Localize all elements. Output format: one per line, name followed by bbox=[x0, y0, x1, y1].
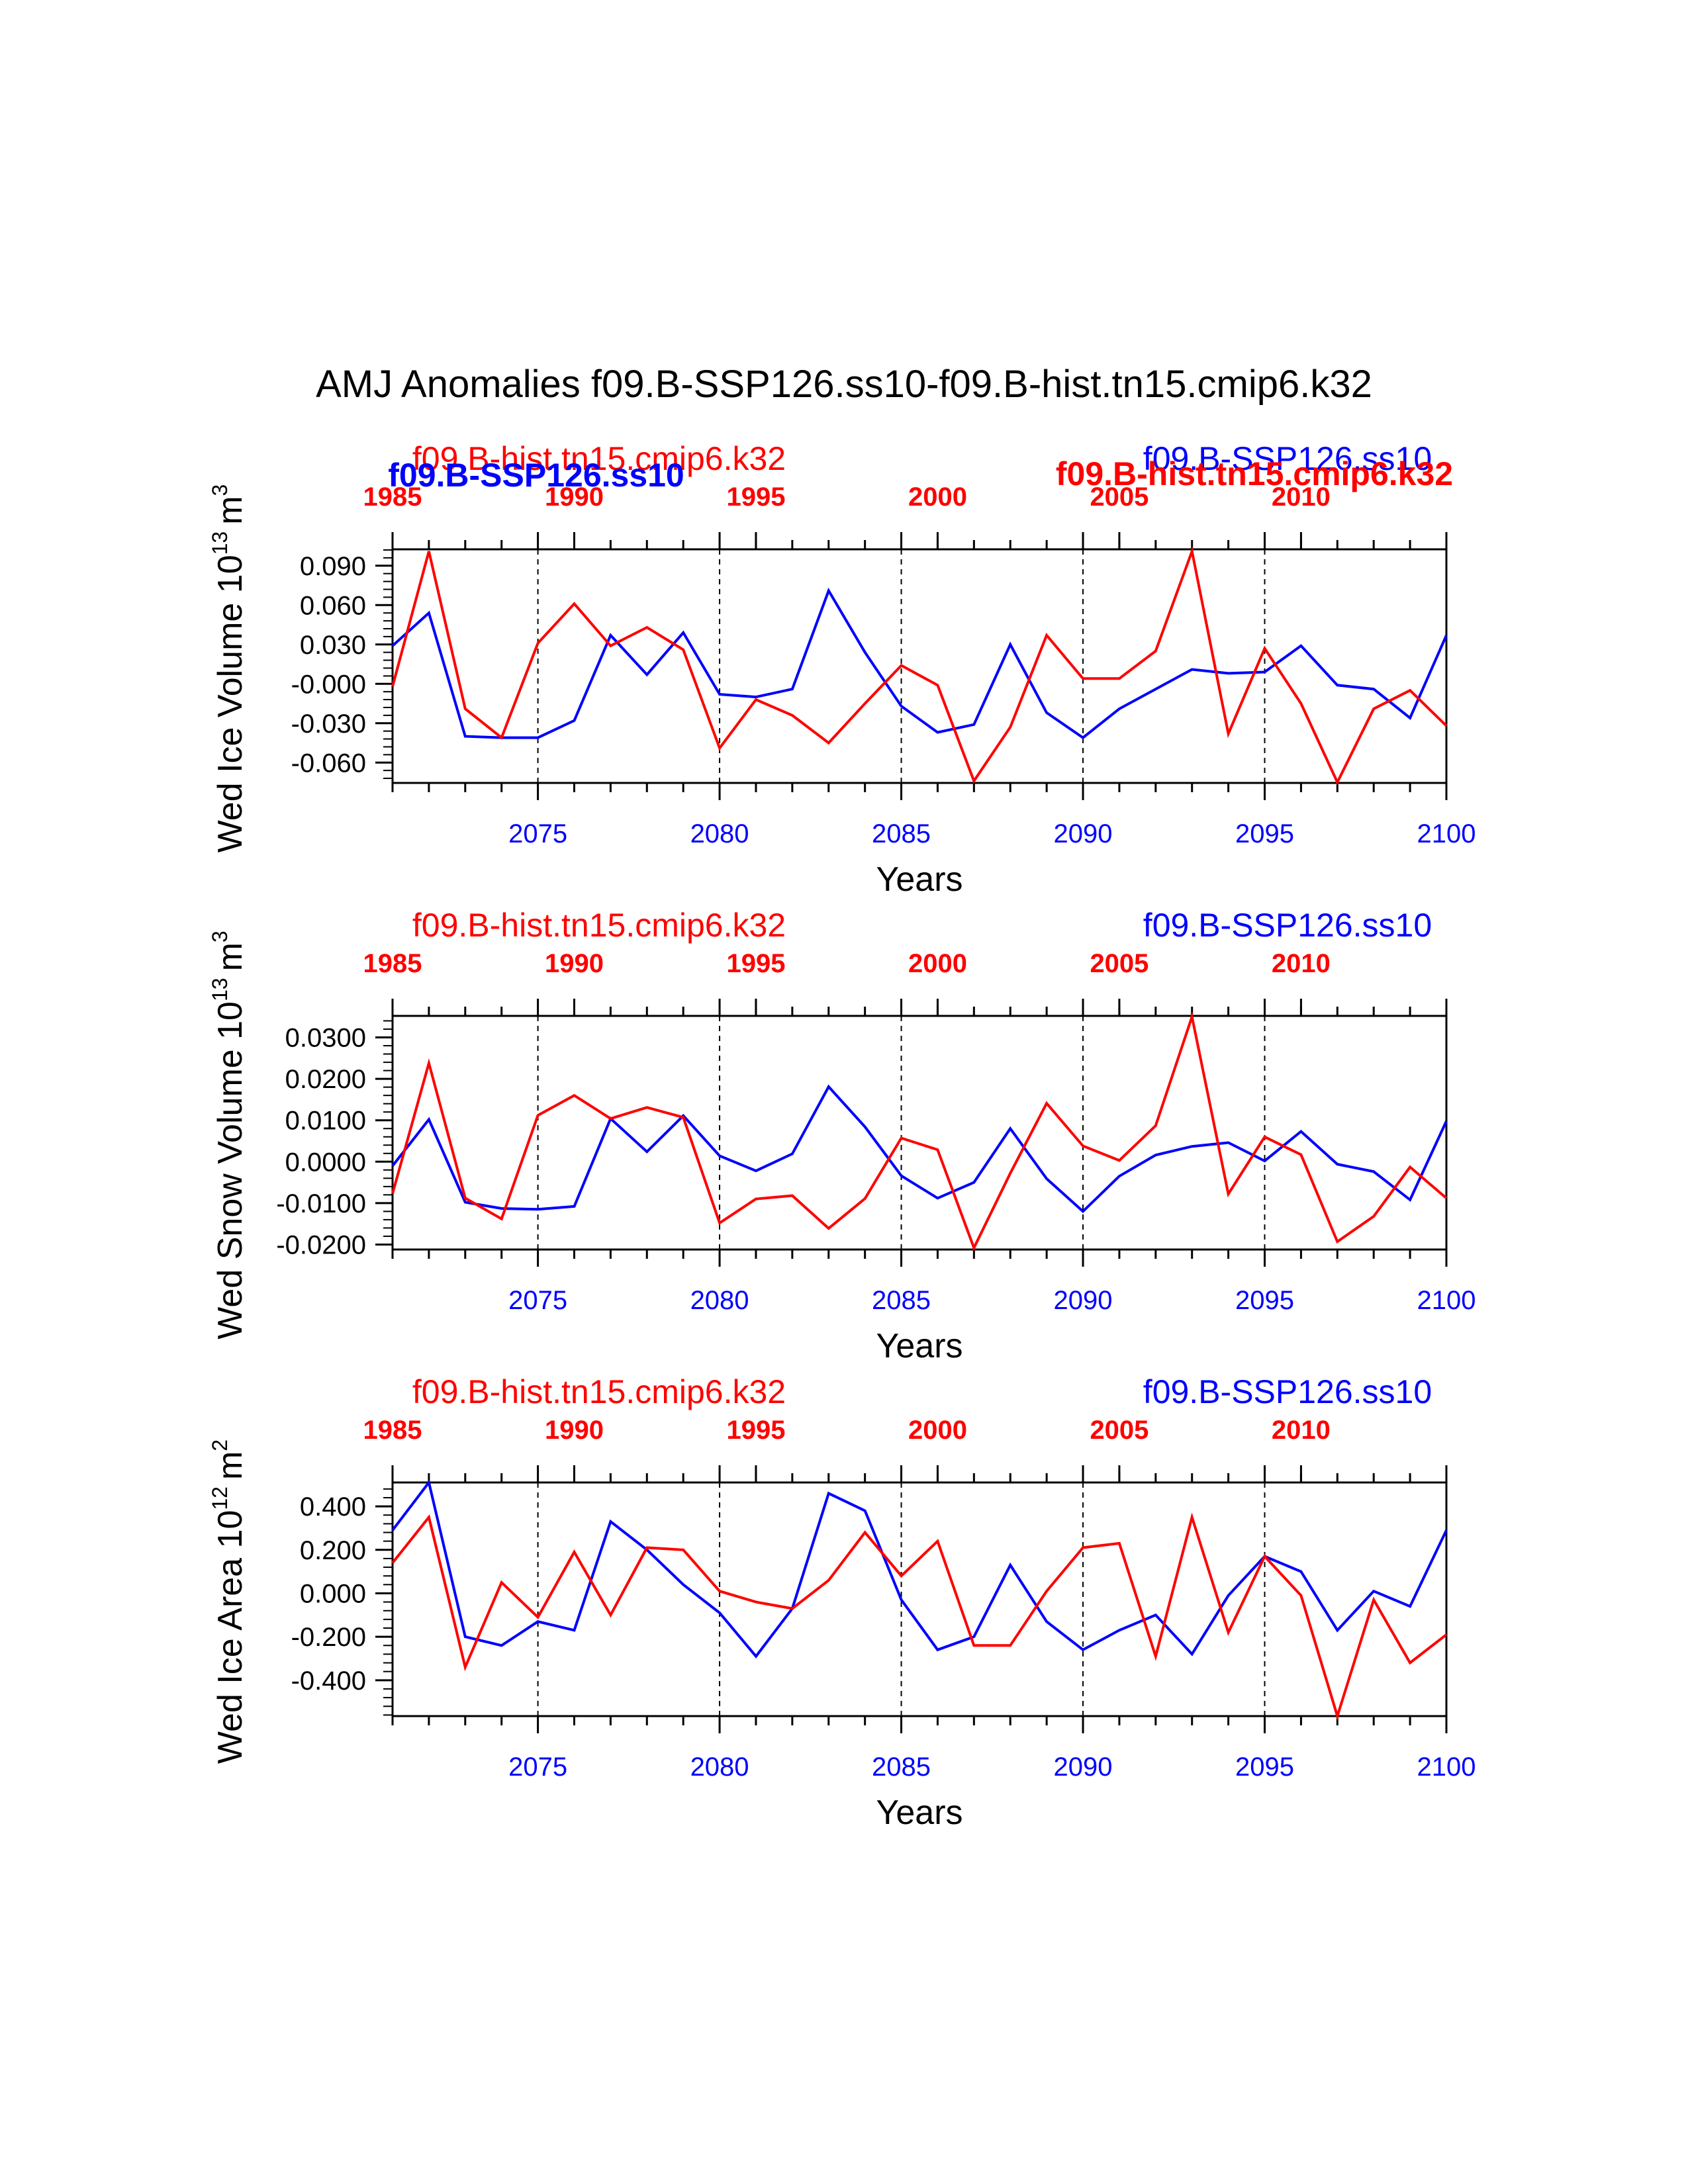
x-tick-label-top: 1990 bbox=[545, 949, 604, 978]
x-tick-label-top: 2005 bbox=[1090, 482, 1149, 512]
y-axis-label-exponent: 13 bbox=[208, 531, 232, 555]
y-tick-label: -0.200 bbox=[291, 1623, 366, 1652]
y-axis-label-text: Wed Ice Volume 10 bbox=[211, 555, 250, 852]
y-axis-label-text: Wed Ice Area 10 bbox=[211, 1510, 250, 1764]
x-tick-label-top: 1995 bbox=[726, 482, 785, 512]
x-tick-label-bottom: 2085 bbox=[872, 1752, 931, 1782]
plot-frame bbox=[391, 1015, 1448, 1251]
y-tick-label: 0.0200 bbox=[285, 1065, 366, 1094]
x-tick-label-top: 2010 bbox=[1272, 949, 1331, 978]
x-tick-label-bottom: 2080 bbox=[690, 1286, 749, 1315]
top-left-case-label: f09.B-hist.tn15.cmip6.k32 bbox=[412, 907, 786, 944]
y-tick-label: -0.0200 bbox=[276, 1230, 366, 1259]
series-line-hist bbox=[391, 1011, 1448, 1251]
y-axis-label-exponent: 13 bbox=[208, 978, 232, 1001]
x-tick-label-bottom: 2090 bbox=[1054, 819, 1113, 848]
x-tick-label-bottom: 2080 bbox=[690, 819, 749, 848]
overlay-left-case-label: f09.B-SSP126.ss10 bbox=[388, 457, 684, 494]
y-tick-label: 0.0100 bbox=[285, 1107, 366, 1136]
x-tick-label-bottom: 2095 bbox=[1235, 819, 1294, 848]
x-tick-label-bottom: 2085 bbox=[872, 1286, 931, 1315]
x-tick-label-bottom: 2100 bbox=[1417, 1286, 1476, 1315]
x-tick-label-top: 1985 bbox=[363, 1416, 422, 1445]
y-axis-label: Wed Ice Area 1012 m2 bbox=[208, 1439, 250, 1764]
y-tick-label: 0.0300 bbox=[285, 1024, 366, 1053]
x-tick-label-bottom: 2075 bbox=[508, 819, 567, 848]
series-line-ssp126 bbox=[391, 1479, 1448, 1659]
panels: 2075 2080 2085 2090 2095 2100 1985 1990 1995 2000… bbox=[208, 440, 1476, 1832]
top-right-case-label: f09.B-SSP126.ss10 bbox=[1143, 1373, 1432, 1410]
y-tick-label: -0.060 bbox=[291, 749, 366, 778]
main-title: AMJ Anomalies f09.B-SSP126.ss10-f09.B-hi… bbox=[316, 363, 1372, 406]
x-tick-label-top: 1985 bbox=[363, 949, 422, 978]
y-tick-label: -0.0100 bbox=[276, 1189, 366, 1218]
top-right-case-label: f09.B-SSP126.ss10 bbox=[1143, 440, 1432, 477]
plot-frame bbox=[391, 1481, 1448, 1717]
y-axis-label-unit-exponent: 3 bbox=[208, 484, 232, 496]
y-tick-label: 0.000 bbox=[300, 1579, 366, 1608]
x-tick-label-top: 2000 bbox=[908, 1416, 967, 1445]
x-tick-label-top: 2000 bbox=[908, 482, 967, 512]
x-tick-label-bottom: 2090 bbox=[1054, 1752, 1113, 1782]
x-tick-label-bottom: 2085 bbox=[872, 819, 931, 848]
y-axis-label-text: Wed Snow Volume 10 bbox=[211, 1001, 250, 1340]
x-tick-label-top: 2000 bbox=[908, 949, 967, 978]
x-tick-label-bottom: 2095 bbox=[1235, 1286, 1294, 1315]
y-axis-label: Wed Ice Volume 1013 m3 bbox=[208, 484, 250, 853]
x-tick-label-top: 1995 bbox=[726, 1416, 785, 1445]
series-line-ssp126 bbox=[391, 587, 1448, 740]
y-axis-label-unit-exponent: 3 bbox=[208, 931, 232, 942]
x-tick-label-bottom: 2090 bbox=[1054, 1286, 1113, 1315]
plot-frame bbox=[391, 548, 1448, 784]
y-tick-label: -0.400 bbox=[291, 1666, 366, 1696]
y-tick-label: -0.030 bbox=[291, 709, 366, 739]
x-tick-label-bottom: 2100 bbox=[1417, 1752, 1476, 1782]
x-tick-label-top: 1995 bbox=[726, 949, 785, 978]
y-tick-label: 0.090 bbox=[300, 552, 366, 581]
y-axis-label-unit: m bbox=[211, 1451, 250, 1480]
x-tick-label-bottom: 2080 bbox=[690, 1752, 749, 1782]
x-tick-label-top: 2005 bbox=[1090, 1416, 1149, 1445]
series-line-ssp126 bbox=[391, 1084, 1448, 1214]
x-tick-label-bottom: 2100 bbox=[1417, 819, 1476, 848]
top-left-case-label: f09.B-hist.tn15.cmip6.k32 bbox=[412, 440, 786, 477]
y-tick-label: 0.030 bbox=[300, 631, 366, 660]
x-tick-label-top: 2005 bbox=[1090, 949, 1149, 978]
x-tick-label-bottom: 2075 bbox=[508, 1286, 567, 1315]
series-line-hist bbox=[391, 546, 1448, 786]
x-tick-label-top: 1990 bbox=[545, 1416, 604, 1445]
x-tick-label-top: 1990 bbox=[545, 482, 604, 512]
overlay-right-case-label: f09.B-hist.tn15.cmip6.k32 bbox=[1056, 455, 1453, 492]
y-tick-label: 0.060 bbox=[300, 591, 366, 620]
y-tick-label: 0.200 bbox=[300, 1536, 366, 1565]
y-tick-label: 0.0000 bbox=[285, 1148, 366, 1177]
y-tick-label: 0.400 bbox=[300, 1492, 366, 1522]
y-tick-label: -0.000 bbox=[291, 670, 366, 699]
series-line-hist bbox=[391, 1512, 1448, 1721]
x-tick-label-bottom: 2095 bbox=[1235, 1752, 1294, 1782]
x-tick-label-top: 2010 bbox=[1272, 482, 1331, 512]
y-axis-label-unit-exponent: 2 bbox=[208, 1439, 232, 1451]
top-right-case-label: f09.B-SSP126.ss10 bbox=[1143, 907, 1432, 944]
x-tick-label-bottom: 2075 bbox=[508, 1752, 567, 1782]
y-axis-label: Wed Snow Volume 1013 m3 bbox=[208, 931, 250, 1339]
y-axis-label-exponent: 12 bbox=[208, 1486, 232, 1510]
y-axis-label-unit: m bbox=[211, 942, 250, 971]
chart-panel-1: 2075 2080 2085 2090 2095 2100 1985 1990 1995 2000… bbox=[208, 440, 1476, 899]
chart-panel-3: 2075 2080 2085 2090 2095 2100 1985 1990 1995 2000… bbox=[208, 1373, 1476, 1832]
y-axis-label-unit: m bbox=[211, 496, 250, 524]
x-axis-title: Years bbox=[876, 860, 962, 899]
top-left-case-label: f09.B-hist.tn15.cmip6.k32 bbox=[412, 1373, 786, 1410]
x-tick-label-top: 1985 bbox=[363, 482, 422, 512]
x-axis-title: Years bbox=[876, 1327, 962, 1365]
chart-panel-2: 2075 2080 2085 2090 2095 2100 1985 1990 1995 2000… bbox=[208, 907, 1476, 1365]
x-axis-title: Years bbox=[876, 1794, 962, 1832]
x-tick-label-top: 2010 bbox=[1272, 1416, 1331, 1445]
